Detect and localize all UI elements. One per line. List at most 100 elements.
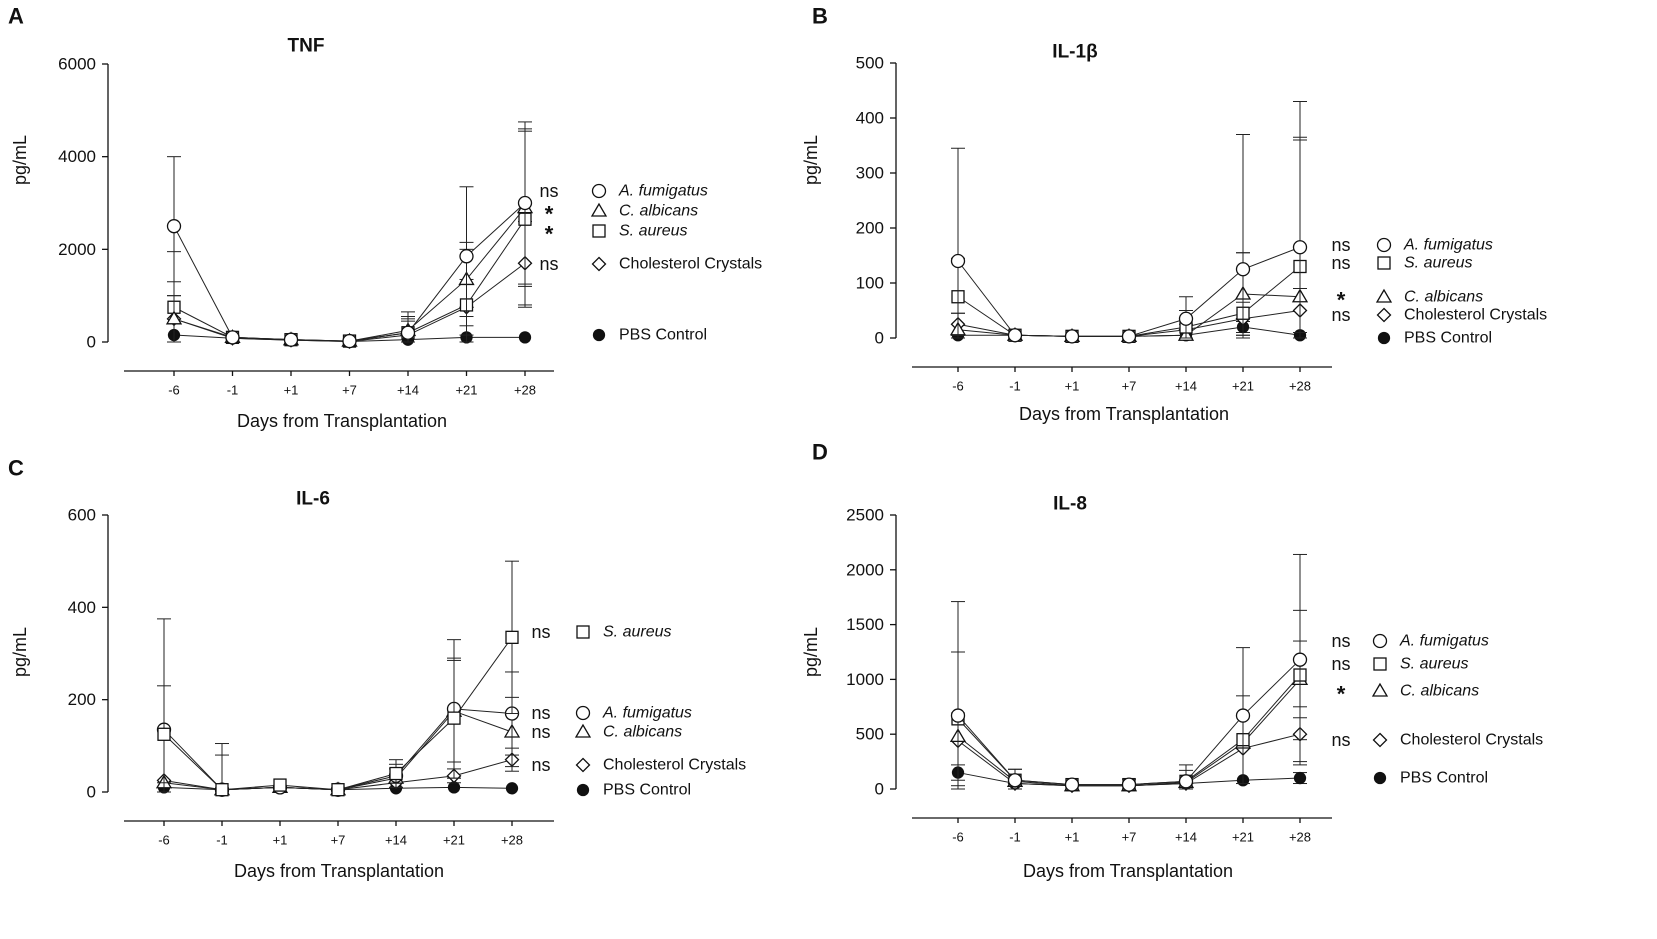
legend-marker — [575, 705, 591, 721]
data-point — [1292, 652, 1308, 667]
data-point — [1235, 262, 1251, 277]
chart-title: TNF — [288, 36, 325, 57]
significance-label: * — [1337, 288, 1346, 313]
legend-label: C. albicans — [1404, 289, 1483, 306]
legend-marker — [1377, 256, 1391, 270]
chart-title: IL-6 — [296, 489, 330, 510]
data-point — [225, 330, 240, 345]
data-point — [1178, 774, 1194, 789]
x-tick-label: -1 — [227, 383, 239, 398]
y-tick-label: 100 — [856, 274, 884, 293]
y-tick-label: 4000 — [58, 147, 96, 166]
y-axis-label: pg/mL — [10, 627, 30, 677]
series-line — [957, 659, 1301, 786]
x-axis-label: Days from Transplantation — [1019, 404, 1229, 424]
y-tick-label: 1000 — [846, 670, 884, 689]
y-tick-label: 500 — [856, 54, 884, 73]
data-point — [950, 708, 966, 723]
legend-label: Cholesterol Crystals — [1400, 732, 1543, 749]
legend-label: A. fumigatus — [1399, 633, 1489, 650]
series-c-albicans — [165, 128, 534, 347]
data-point — [1064, 329, 1080, 344]
data-point — [950, 253, 966, 269]
y-tick-label: 200 — [856, 219, 884, 238]
x-tick-label: -6 — [168, 383, 180, 398]
series-a-fumigatus — [156, 618, 520, 797]
series-c-albicans — [155, 659, 521, 796]
legend-label: S. aureus — [1400, 656, 1468, 673]
x-axis-label: Days from Transplantation — [237, 411, 447, 431]
legend-marker — [1376, 307, 1392, 323]
data-point — [166, 219, 182, 234]
y-axis-label: pg/mL — [801, 627, 821, 677]
x-tick-label: +1 — [1065, 379, 1080, 394]
significance-label: ns — [531, 622, 550, 642]
data-point — [283, 332, 299, 347]
data-point — [1121, 329, 1137, 344]
legend-label: PBS Control — [619, 327, 707, 344]
x-tick-label: +1 — [1065, 830, 1080, 845]
panel-label: A — [8, 4, 24, 29]
y-tick-label: 0 — [875, 780, 884, 799]
panel-d: D IL-8 Days from Transplantation pg/mL 0 500 1… — [801, 440, 1543, 882]
legend-label: A. fumigatus — [1403, 237, 1493, 254]
chart-title: IL-1β — [1052, 42, 1097, 63]
data-point — [400, 325, 416, 340]
x-tick-label: +21 — [443, 833, 465, 848]
legend-label: Cholesterol Crystals — [619, 256, 762, 273]
series-line — [173, 207, 526, 342]
legend-label: PBS Control — [1400, 770, 1488, 787]
legend-marker — [1372, 633, 1388, 649]
data-point — [447, 781, 461, 794]
panel-a: A TNF Days from Transplantation pg/mL 0 2000 4… — [8, 4, 762, 432]
x-tick-label: +14 — [1175, 830, 1197, 845]
series-cholesterol-crystals — [166, 221, 533, 349]
legend-label: PBS Control — [1404, 330, 1492, 347]
legend-marker — [576, 625, 590, 639]
significance-label: ns — [1331, 730, 1350, 750]
x-tick-label: +7 — [1122, 830, 1137, 845]
data-point — [447, 711, 461, 725]
x-axis-label: Days from Transplantation — [1023, 861, 1233, 881]
x-tick-label: +14 — [1175, 379, 1197, 394]
data-point — [273, 778, 287, 792]
legend-label: C. albicans — [619, 203, 698, 220]
data-point — [459, 249, 474, 264]
panel-c: C IL-6 Days from Transplantation pg/mL 0 200 4… — [8, 456, 746, 882]
x-tick-label: -1 — [1009, 830, 1021, 845]
y-tick-label: 0 — [87, 333, 96, 352]
y-tick-label: 2000 — [58, 240, 96, 259]
x-tick-label: +1 — [273, 833, 288, 848]
legend-label: Cholesterol Crystals — [1404, 307, 1547, 324]
series-s-aureus — [157, 560, 519, 797]
data-point — [157, 727, 171, 741]
significance-label: ns — [539, 254, 558, 274]
series-a-fumigatus — [166, 121, 533, 349]
series-line — [957, 246, 1301, 337]
x-tick-label: -6 — [952, 830, 964, 845]
legend-marker — [1372, 732, 1388, 748]
legend-marker — [590, 202, 608, 217]
y-tick-label: 400 — [68, 598, 96, 617]
legend-label: A. fumigatus — [618, 183, 708, 200]
significance-label: ns — [1331, 654, 1350, 674]
x-tick-label: -1 — [1009, 379, 1021, 394]
series-line — [957, 674, 1301, 786]
data-point — [1178, 311, 1194, 326]
legend-marker — [1371, 682, 1389, 697]
legend-marker — [575, 757, 591, 773]
y-tick-label: 500 — [856, 725, 884, 744]
data-point — [1293, 771, 1307, 785]
data-point — [505, 630, 519, 644]
x-tick-label: -6 — [158, 833, 170, 848]
x-tick-label: +14 — [385, 833, 407, 848]
series-a-fumigatus — [950, 101, 1308, 344]
data-point — [342, 333, 357, 349]
series-s-aureus — [951, 139, 1307, 344]
y-tick-label: 1500 — [846, 615, 884, 634]
x-tick-label: +28 — [514, 383, 536, 398]
x-tick-label: +14 — [397, 383, 419, 398]
data-point — [165, 310, 183, 325]
data-point — [517, 195, 533, 211]
y-tick-label: 6000 — [58, 55, 96, 74]
